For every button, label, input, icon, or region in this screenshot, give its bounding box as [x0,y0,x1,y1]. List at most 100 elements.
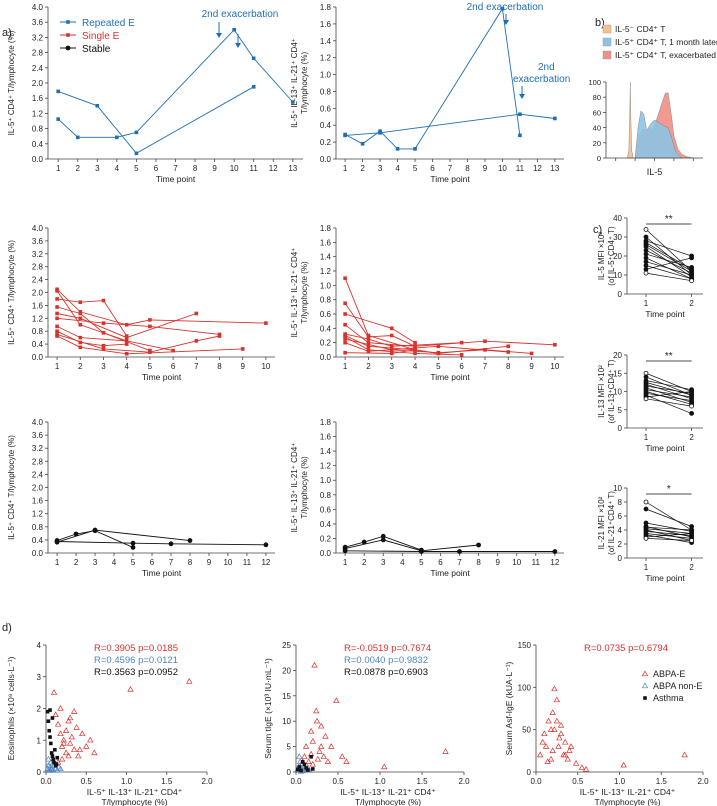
legend-label: Stable [82,44,111,55]
y-tick-label: 15 [282,692,291,701]
y-tick-label: 2.4 [32,276,44,285]
y-tick-label: 4.0 [32,418,44,427]
x-tick-label: 3 [101,362,106,371]
x-tick-label: 13 [288,164,297,173]
y-tick-label: 1.2 [320,462,332,471]
x-tick-label: 11 [532,558,541,567]
y-tick-label: 20 [282,666,291,675]
x-tick-label: 12 [269,164,278,173]
data-point [95,104,100,108]
data-point [413,344,417,349]
x-tick-label: 6 [171,362,176,371]
y-tick-label: 0.0 [32,353,44,362]
x-tick-label: 2.0 [458,777,470,786]
data-point [55,297,59,301]
y-tick-label: 150 [518,641,532,650]
data-point [66,739,74,746]
pair-line [645,526,692,531]
data-point [343,322,347,327]
pair-line [645,538,692,541]
data-point [75,135,80,140]
y-tick-label: 15 [613,369,622,378]
y-axis-label: IL-5⁺ IL-13⁺ IL-21⁺ CD4⁺ [290,443,299,533]
data-point [436,350,441,355]
data-point [251,85,256,89]
data-point [240,347,245,351]
x-axis-title: Time point [430,372,470,382]
x-tick-label: 12 [261,558,270,567]
pair-line [645,398,692,407]
data-point [49,751,54,755]
y-tick-label: 5 [618,406,623,415]
y-tick-label: 0.8 [320,87,332,96]
data-point [65,717,72,724]
data-point [78,311,83,316]
data-point [73,724,80,730]
data-point [643,270,649,276]
y-tick-label: 20 [613,351,622,360]
y-tick-label: 0 [618,554,623,563]
data-point [301,753,308,759]
panel-label-c: c) [593,224,602,236]
y-tick-label: 0.8 [32,327,44,336]
data-point [70,708,78,714]
data-point [311,767,315,771]
y-tick-label: 2.0 [32,79,44,88]
b-hist-chart: IL-5⁻ CD4⁺ T IL-5⁺ CD4⁺ T, 1 month later I… [588,24,717,177]
data-point [555,743,562,749]
y-tick-label: 8 [618,498,623,507]
data-point [562,751,569,758]
data-point [313,717,321,724]
data-point [578,764,586,770]
series-line [344,535,422,551]
data-point [643,506,649,512]
a-rep-il13-chart: 1 2 3 4 5 6 7 8 9 10 11 12 130.00.20.40.60.81.01.21.… [290,2,570,184]
pair-line [645,533,692,539]
data-point [52,711,59,718]
data-point [476,542,482,548]
data-point [295,767,300,772]
x-tick-label: 8 [188,558,193,567]
series-line [56,330,127,347]
x-tick-label: 4 [395,164,400,173]
x-tick-label: 3 [381,558,386,567]
data-point [47,728,52,733]
annotation-arrowhead [503,20,509,25]
y-tick-label: 0.0 [320,549,332,558]
y-axis-label: (of IL-13⁺CD4⁺ T) [607,359,616,423]
data-point [65,45,71,51]
y-tick-label: 0.8 [32,125,44,134]
y-tick-label: 1.6 [32,301,44,310]
data-point [48,735,52,739]
data-point [322,732,329,739]
y-tick-label: 1.2 [32,109,44,118]
y-tick-label: 100 [518,683,532,692]
pair-line [645,249,692,274]
y-tick-label: 0.6 [320,310,332,319]
data-point [101,331,106,335]
legend-label: Asthma [653,693,684,703]
data-point [381,763,388,770]
y-tick-label: 1 [37,736,42,745]
y-tick-label: 2.4 [32,64,44,73]
x-axis-title: Time point [645,573,685,583]
x-axis-title: Time point [142,372,182,382]
data-point [194,339,199,343]
y-axis-label: IL-13 MFI ×10² [597,365,606,418]
data-point [557,721,565,728]
y-tick-label: 0 [618,290,623,299]
d-tige-chart: 0.0 0.5 1.0 1.5 2.0 0 5 10 15 20 25 IL-5⁺ IL-13⁺ IL… [263,641,470,806]
y-tick-label: 20 [593,139,601,148]
x-tick-label: 5 [131,558,136,567]
significance-label: ** [665,214,673,225]
pair-line [645,244,692,272]
y-tick-label: 1.4 [320,447,332,456]
data-point [316,748,323,754]
data-point [360,142,365,146]
data-point [55,334,59,338]
data-point [643,536,649,541]
data-point [552,549,558,554]
y-tick-label: 3.2 [32,250,44,259]
data-point [66,33,70,37]
y-tick-label: 0.4 [320,324,332,333]
